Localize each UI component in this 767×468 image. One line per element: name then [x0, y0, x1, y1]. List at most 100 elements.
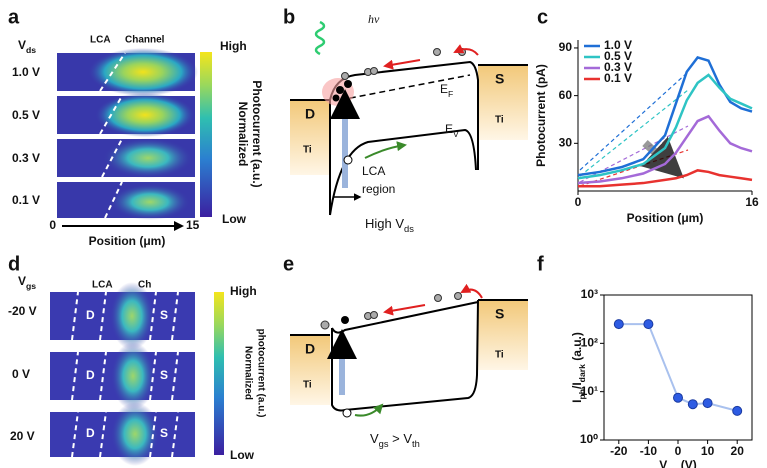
- x-axis-label: Position (μm): [627, 211, 704, 225]
- text-part: E: [445, 122, 453, 136]
- contact-label: S: [160, 368, 168, 382]
- text-part: (V): [677, 458, 696, 468]
- region-label: LCA: [90, 35, 111, 46]
- metal-label: Ti: [495, 115, 504, 126]
- metal-label: Ti: [495, 350, 504, 361]
- heatmap-panel-a: Vds LCA Channel 1.0 V 0.5 V 0.3 V 0.1 V …: [12, 35, 264, 249]
- fermi-label: EF: [440, 82, 453, 99]
- subscript: F: [448, 89, 453, 99]
- x-tick-label: 0: [575, 195, 582, 209]
- row-label: 0 V: [12, 367, 30, 381]
- x-tick-label: 16: [745, 195, 759, 209]
- row-label: -20 V: [8, 304, 37, 318]
- panel-label: a: [8, 6, 20, 28]
- subscript: gs: [379, 439, 389, 449]
- text-part: V: [370, 431, 379, 446]
- legend-label: 0.1 V: [604, 71, 632, 85]
- row-label: 0.3 V: [12, 151, 40, 165]
- axis-end: 15: [186, 218, 200, 232]
- heatmap: [50, 282, 195, 466]
- region-label: Ch: [138, 280, 151, 291]
- trend-arrow: [640, 136, 684, 179]
- text-part: I: [570, 400, 584, 403]
- row-label: 0.1 V: [12, 193, 40, 207]
- plot-frame: [603, 294, 753, 441]
- data-point: [613, 319, 624, 330]
- metal-label: Ti: [303, 145, 312, 156]
- x-axis-label: Position (μm): [89, 234, 166, 248]
- legend-label: 0.3 V: [604, 60, 632, 74]
- valence-label: EV: [445, 122, 459, 139]
- data-point: [732, 405, 743, 416]
- subscript: th: [412, 439, 420, 449]
- subscript: ds: [404, 224, 414, 234]
- y-tick-label: 30: [559, 135, 573, 149]
- x-axis-label: Vgs (V): [659, 458, 696, 468]
- band-diagram-b: hv D Ti S Ti EF EV LCA region High Vds: [290, 12, 528, 234]
- x-tick-label: 10: [701, 444, 715, 458]
- text-part: (a.u.): [570, 332, 584, 364]
- text-part: /I: [570, 382, 584, 389]
- contact-label: S: [160, 308, 168, 322]
- colorbar: [214, 292, 224, 455]
- region-label: LCA: [362, 164, 385, 178]
- metal-label: Ti: [303, 380, 312, 391]
- heatmap-panel-d: Vgs LCA Ch D S D S D S -20 V 0 V 20 V Hi…: [8, 274, 266, 466]
- band-diagram-e: D Ti S Ti Vgs > Vth: [290, 283, 528, 449]
- text-part: V: [659, 458, 667, 468]
- y-tick-label: 90: [559, 40, 573, 54]
- subscript: V: [453, 129, 459, 139]
- source-label: S: [495, 71, 504, 87]
- source-label: S: [495, 306, 504, 322]
- caption: Vgs > Vth: [370, 431, 420, 449]
- region-label: Channel: [125, 35, 165, 46]
- data-point: [673, 392, 683, 403]
- row-label: 1.0 V: [12, 65, 40, 79]
- colorbar-label: Normalized: [236, 102, 250, 167]
- x-tick-label: 20: [731, 444, 745, 458]
- text-part: High V: [365, 216, 404, 231]
- drain-label: D: [305, 106, 315, 122]
- panel-label: d: [8, 253, 20, 275]
- drain-label: D: [305, 341, 315, 357]
- row-label: 20 V: [10, 429, 35, 443]
- contact-label: D: [86, 426, 95, 440]
- panel-label: f: [537, 253, 544, 275]
- y-tick-label: 10²: [581, 336, 598, 350]
- contact-label: S: [160, 426, 168, 440]
- subscript: dark: [577, 364, 587, 382]
- photon-label: hv: [368, 12, 380, 26]
- caption: High Vds: [365, 216, 414, 234]
- colorbar-label: Photocurrent (a.u.): [250, 80, 264, 187]
- text-part: > V: [389, 431, 413, 446]
- panel-label: b: [283, 6, 295, 28]
- y-tick-label: 10⁰: [580, 432, 598, 446]
- param-label: Vgs: [18, 274, 36, 291]
- text-part: V: [18, 274, 26, 288]
- subscript: ds: [26, 45, 36, 55]
- data-point: [643, 319, 654, 330]
- colorbar-label: photocurrent (a.u.): [255, 329, 266, 418]
- subscript: ph: [577, 389, 587, 400]
- colorbar-high: High: [230, 284, 257, 298]
- subscript: gs: [26, 281, 36, 291]
- text-part: V: [18, 38, 26, 52]
- colorbar-high: High: [220, 39, 247, 53]
- x-tick-label: -10: [640, 444, 658, 458]
- y-axis-label: Iph/Idark (a.u.): [570, 332, 587, 403]
- y-tick-label: 10¹: [581, 384, 598, 398]
- contact-label: D: [86, 368, 95, 382]
- heatmap: [57, 48, 198, 220]
- panel-label: c: [537, 6, 548, 28]
- series-line: [577, 73, 753, 180]
- colorbar-label: Normalized: [242, 346, 253, 400]
- x-tick-label: -20: [610, 444, 628, 458]
- colorbar-low: Low: [230, 448, 255, 462]
- series-line: [577, 56, 753, 177]
- y-tick-label: 60: [559, 88, 573, 102]
- text-part: E: [440, 82, 448, 96]
- row-label: 0.5 V: [12, 108, 40, 122]
- panel-label: e: [283, 253, 294, 275]
- data-point: [702, 398, 713, 409]
